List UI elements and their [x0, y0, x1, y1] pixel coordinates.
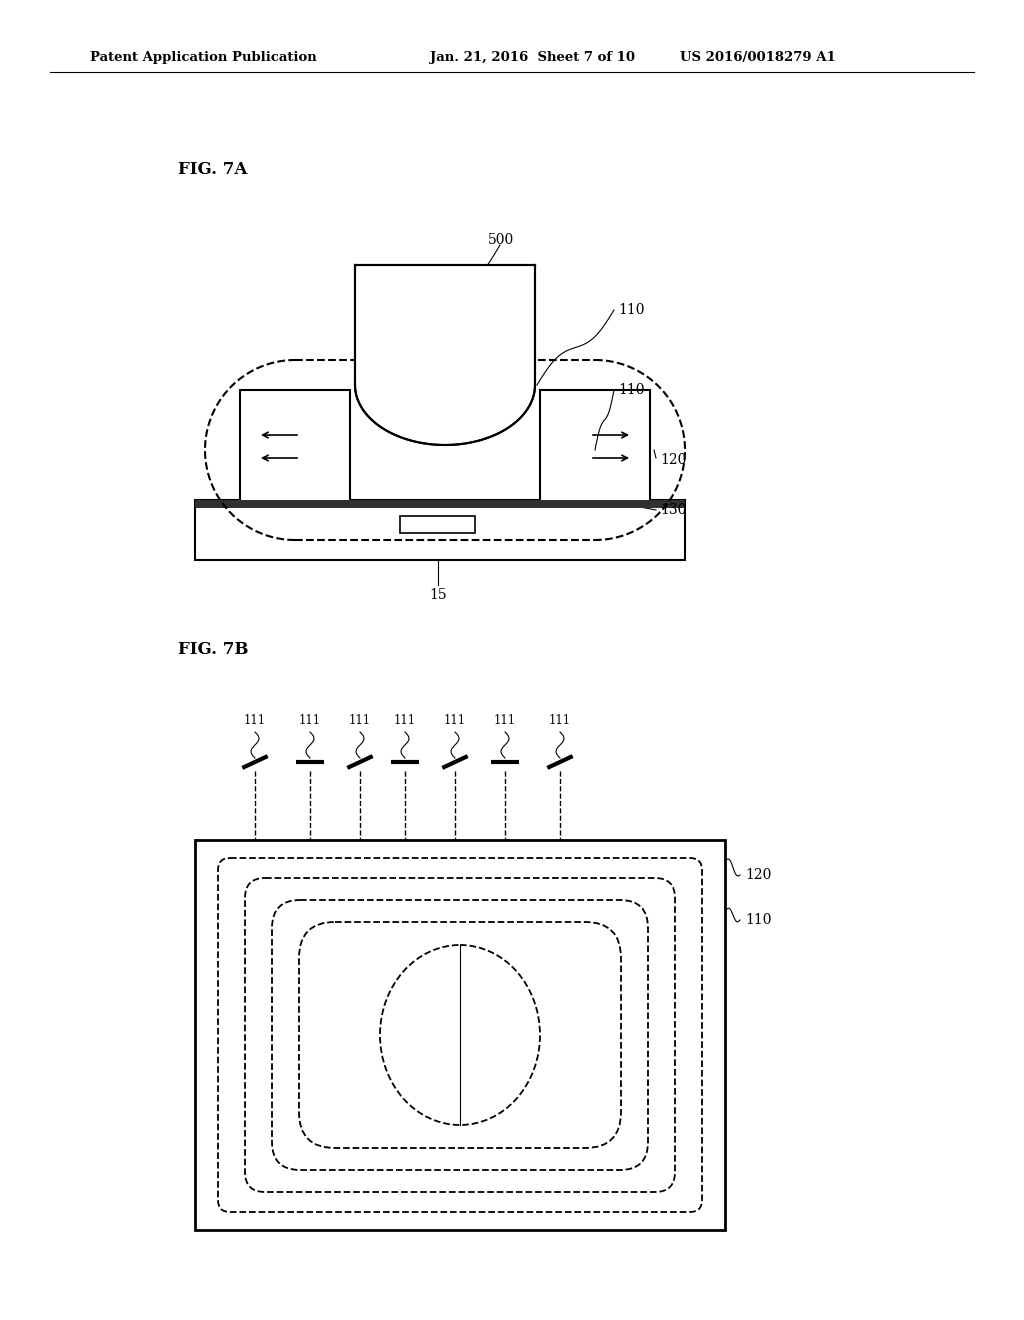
- Text: 120: 120: [745, 869, 771, 882]
- Text: 111: 111: [444, 714, 466, 726]
- Text: Jan. 21, 2016  Sheet 7 of 10: Jan. 21, 2016 Sheet 7 of 10: [430, 51, 635, 65]
- Bar: [195, 840, 725, 1230]
- Text: 111: 111: [299, 714, 322, 726]
- Text: 111: 111: [349, 714, 371, 726]
- Bar: [355, 265, 535, 414]
- Bar: [195, 500, 685, 560]
- Text: 110: 110: [745, 913, 771, 927]
- Polygon shape: [355, 385, 535, 445]
- Text: 130: 130: [660, 503, 686, 517]
- Text: 120: 120: [660, 453, 686, 467]
- Text: 111: 111: [244, 714, 266, 726]
- Text: 500: 500: [488, 234, 514, 247]
- Text: FIG. 7B: FIG. 7B: [178, 642, 249, 659]
- Text: Patent Application Publication: Patent Application Publication: [90, 51, 316, 65]
- Bar: [195, 500, 685, 508]
- Text: 111: 111: [394, 714, 416, 726]
- Bar: [400, 516, 475, 533]
- Text: 111: 111: [494, 714, 516, 726]
- Text: US 2016/0018279 A1: US 2016/0018279 A1: [680, 51, 836, 65]
- Bar: [240, 389, 350, 506]
- Text: 110: 110: [618, 304, 644, 317]
- Text: FIG. 7A: FIG. 7A: [178, 161, 248, 178]
- Bar: [540, 389, 650, 506]
- Text: 110: 110: [618, 383, 644, 397]
- Text: 15: 15: [429, 587, 446, 602]
- Text: 111: 111: [549, 714, 571, 726]
